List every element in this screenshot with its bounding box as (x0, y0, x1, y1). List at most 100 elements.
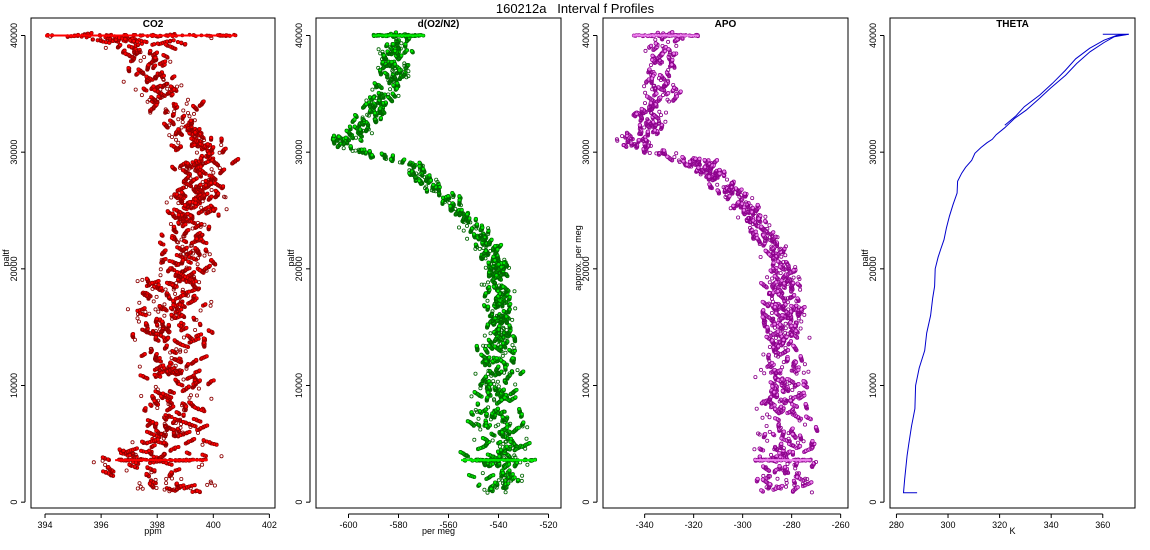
data-point (171, 302, 176, 308)
data-point (103, 45, 108, 50)
data-point (183, 274, 188, 279)
data-point (489, 237, 494, 242)
data-point (145, 418, 150, 423)
data-point (169, 312, 174, 317)
data-point (500, 430, 505, 435)
data-point (459, 207, 464, 212)
data-point (174, 281, 179, 286)
data-point (486, 390, 491, 395)
data-point (493, 243, 498, 249)
data-point (177, 382, 182, 387)
data-point (385, 42, 390, 47)
data-point (428, 178, 433, 183)
x-tick-label: -600 (339, 520, 357, 530)
data-point (211, 268, 216, 273)
data-point (155, 41, 160, 46)
data-point (482, 303, 487, 308)
data-point (127, 462, 132, 467)
data-point (161, 363, 166, 368)
data-point (163, 287, 168, 292)
data-point (209, 135, 214, 140)
data-point (191, 178, 196, 183)
data-point (192, 436, 197, 442)
data-point (223, 146, 228, 151)
data-point (174, 253, 179, 258)
x-tick-label: 394 (38, 520, 53, 530)
data-point (179, 83, 184, 88)
data-point (498, 447, 503, 452)
data-point (139, 393, 144, 398)
data-point (177, 467, 182, 472)
data-point (192, 142, 197, 147)
data-point (378, 115, 383, 121)
data-point (394, 86, 399, 91)
data-point (168, 84, 173, 89)
data-point (222, 167, 227, 172)
data-point (169, 470, 174, 475)
data-point (161, 73, 166, 78)
data-point (176, 117, 181, 122)
data-point (167, 133, 172, 138)
data-point (417, 160, 422, 165)
data-point (164, 481, 169, 486)
data-point (494, 356, 499, 361)
data-point (107, 40, 112, 45)
data-point (197, 171, 203, 176)
data-point (137, 300, 142, 305)
data-point (169, 476, 174, 481)
data-point (193, 279, 198, 284)
data-point (207, 151, 212, 156)
data-point (178, 422, 183, 427)
data-point (181, 335, 186, 340)
data-point (184, 404, 189, 409)
data-point (154, 294, 159, 299)
data-point (179, 125, 184, 130)
data-point (516, 477, 521, 482)
data-point (197, 368, 202, 373)
data-point (510, 356, 515, 361)
data-point (450, 190, 455, 196)
x-tick-label: 400 (206, 520, 221, 530)
data-point (124, 468, 129, 473)
data-point (236, 156, 241, 162)
data-point (193, 197, 198, 202)
data-point (117, 35, 122, 40)
data-point (508, 439, 513, 444)
data-point (170, 164, 175, 169)
data-point (388, 157, 393, 162)
data-point (162, 302, 167, 307)
data-point (181, 293, 186, 298)
data-point (156, 309, 161, 314)
data-point (184, 101, 189, 106)
data-point (123, 51, 128, 56)
data-point (183, 349, 188, 354)
data-point (483, 291, 488, 296)
data-point (141, 86, 146, 91)
data-point (179, 307, 184, 312)
data-point (199, 205, 204, 210)
data-point (152, 468, 157, 473)
data-point (187, 429, 192, 434)
data-point (133, 87, 138, 92)
data-point (130, 440, 135, 445)
data-point (136, 67, 141, 72)
data-point (162, 440, 167, 445)
data-point (205, 191, 210, 196)
data-point (154, 485, 159, 490)
data-point (209, 167, 214, 172)
data-point (381, 53, 386, 58)
data-point (199, 332, 204, 337)
data-point (176, 444, 181, 450)
data-point (186, 361, 191, 367)
data-point (134, 446, 139, 451)
data-point (198, 308, 203, 313)
data-point (484, 407, 489, 412)
data-point (180, 120, 185, 125)
data-point (172, 338, 177, 343)
data-point (472, 390, 477, 395)
data-point (448, 204, 453, 209)
data-point (213, 188, 218, 193)
x-tick-label: -540 (489, 520, 507, 530)
data-point (221, 184, 226, 189)
